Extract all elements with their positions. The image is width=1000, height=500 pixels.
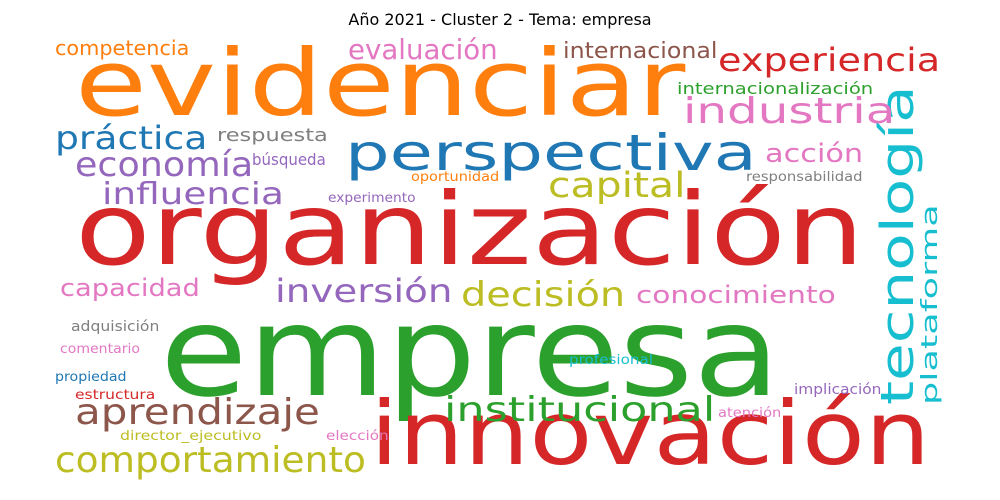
- word-internacional: internacional: [563, 39, 718, 64]
- word-comentario: comentario: [60, 342, 140, 357]
- chart-title: Año 2021 - Cluster 2 - Tema: empresa: [348, 10, 652, 29]
- word-organizacion: organización: [75, 171, 865, 288]
- word-influencia: influencia: [102, 177, 284, 212]
- word-oportunidad: oportunidad: [411, 170, 500, 185]
- word-experiencia: experiencia: [718, 41, 941, 79]
- word-estructura: estructura: [75, 388, 156, 403]
- word-comportamiento: comportamiento: [55, 440, 366, 481]
- word-aprendizaje: aprendizaje: [75, 392, 320, 433]
- word-economia: economía: [75, 145, 254, 185]
- word-competencia: competencia: [55, 36, 190, 60]
- word-experimento: experimento: [328, 191, 416, 206]
- word-perspectiva: perspectiva: [345, 124, 757, 182]
- word-cloud: evidenciar organización empresa innovación p…: [50, 36, 950, 486]
- word-institucional: institucional: [444, 390, 716, 430]
- word-capital: capital: [548, 166, 686, 206]
- word-innovacion: innovación: [370, 382, 931, 485]
- word-inversion: inversión: [275, 272, 453, 310]
- word-empresa: empresa: [160, 280, 781, 425]
- word-decision: decisión: [461, 275, 626, 315]
- word-atencion: atención: [718, 406, 782, 421]
- word-industria: industria: [683, 91, 896, 132]
- word-accion: acción: [765, 139, 864, 169]
- word-implicacion: implicación: [794, 382, 882, 398]
- word-plataforma: plataforma: [918, 204, 943, 405]
- word-adquisicion: adquisición: [71, 319, 160, 335]
- word-evidenciar: evidenciar: [75, 30, 686, 137]
- word-profesional: profesional: [569, 353, 654, 368]
- word-propiedad: propiedad: [55, 370, 127, 385]
- word-internacionalizacion: internacionalización: [677, 79, 874, 98]
- word-director-ejecutivo: director_ejecutivo: [120, 429, 262, 444]
- word-practica: práctica: [55, 119, 208, 157]
- word-responsabilidad: responsabilidad: [746, 170, 863, 185]
- word-capacidad: capacidad: [60, 274, 200, 302]
- word-tecnologia: tecnología: [871, 85, 924, 406]
- word-conocimiento: conocimiento: [636, 281, 836, 309]
- word-busqueda: búsqueda: [252, 150, 326, 169]
- word-eleccion: elección: [326, 429, 389, 444]
- word-respuesta: respuesta: [217, 125, 328, 146]
- word-evaluacion: evaluación: [348, 33, 498, 66]
